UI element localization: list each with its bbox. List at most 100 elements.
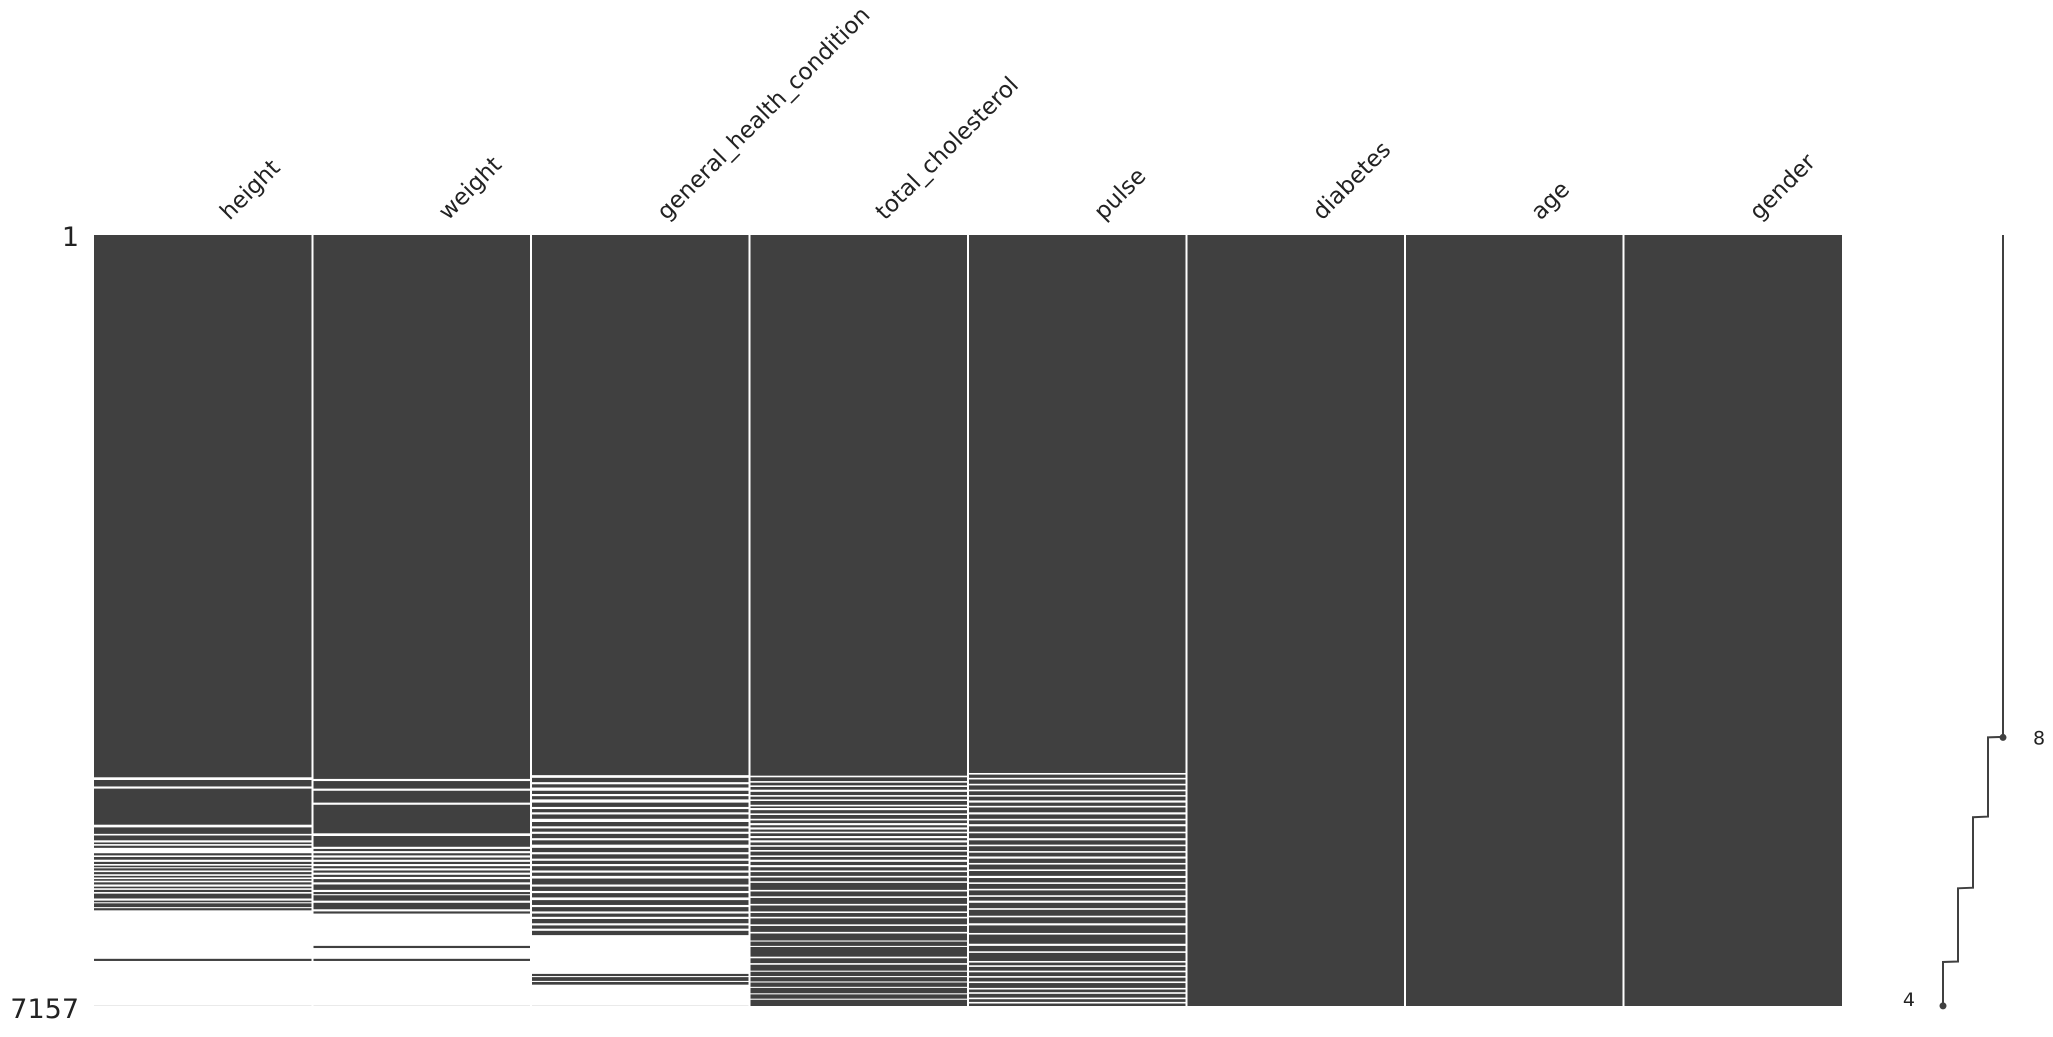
missing-gap-height-3 <box>94 833 313 836</box>
missing-gap-weight-10 <box>312 872 531 875</box>
missing-gap-height-12 <box>94 874 313 876</box>
missing-gap-pulse-21 <box>968 900 1187 903</box>
missing-gap-weight-18 <box>312 948 531 959</box>
matrix-area <box>94 235 1842 1006</box>
missing-gap-total_cholesterol-20 <box>749 870 968 873</box>
missing-gap-height-2 <box>94 824 313 828</box>
missing-gap-pulse-3 <box>968 789 1187 792</box>
missing-gap-general_health_condition-20 <box>531 904 750 908</box>
missing-gap-pulse-19 <box>968 888 1187 891</box>
missing-gap-pulse-31 <box>968 976 1187 978</box>
missing-gap-general_health_condition-22 <box>531 916 750 919</box>
present-block-height <box>94 235 313 1006</box>
missing-gap-general_health_condition-1 <box>531 782 750 785</box>
missing-gap-weight-3 <box>312 833 531 837</box>
missing-gap-pulse-28 <box>968 960 1187 963</box>
missing-gap-total_cholesterol-3 <box>749 789 968 792</box>
missing-gap-general_health_condition-28 <box>531 984 750 1006</box>
missing-gap-total_cholesterol-13 <box>749 836 968 839</box>
column-labels: height weight general_health_conditiontota… <box>215 2 1821 225</box>
missing-gap-pulse-1 <box>968 777 1187 780</box>
matrix-column-weight <box>312 235 531 1006</box>
missing-gap-general_health_condition-19 <box>531 897 750 901</box>
missing-gap-weight-14 <box>312 894 531 896</box>
column-label-diabetes: diabetes <box>1308 137 1396 225</box>
missing-gap-pulse-33 <box>968 987 1187 990</box>
missing-gap-height-14 <box>94 880 313 883</box>
missing-gap-total_cholesterol-16 <box>749 850 968 852</box>
missing-gap-height-8 <box>94 859 313 862</box>
present-block-total_cholesterol <box>749 235 968 1006</box>
missing-gap-pulse-11 <box>968 838 1187 841</box>
missing-gap-total_cholesterol-38 <box>749 993 968 995</box>
missing-gap-total_cholesterol-4 <box>749 795 968 797</box>
matrix-column-total_cholesterol <box>749 235 968 1006</box>
missing-gap-general_health_condition-6 <box>531 812 750 815</box>
missing-gap-total_cholesterol-35 <box>749 976 968 978</box>
missing-gap-total_cholesterol-33 <box>749 963 968 965</box>
column-label-age: age <box>1526 177 1575 226</box>
missing-gap-total_cholesterol-25 <box>749 903 968 906</box>
missing-gap-pulse-20 <box>968 895 1187 897</box>
missing-gap-height-6 <box>94 847 313 854</box>
missing-gap-general_health_condition-5 <box>531 806 750 810</box>
missing-gap-pulse-30 <box>968 970 1187 973</box>
sparkline-min-marker <box>1939 1002 1947 1010</box>
missing-gap-height-18 <box>94 898 313 901</box>
missing-gap-total_cholesterol-18 <box>749 859 968 862</box>
missing-gap-total_cholesterol-9 <box>749 818 968 821</box>
missing-gap-general_health_condition-21 <box>531 911 750 914</box>
missing-gap-total_cholesterol-1 <box>749 781 968 783</box>
missing-gap-height-10 <box>94 867 313 869</box>
missing-gap-general_health_condition-8 <box>531 826 750 829</box>
missing-gap-general_health_condition-3 <box>531 793 750 797</box>
missing-gap-total_cholesterol-39 <box>749 998 968 1000</box>
missing-gap-pulse-36 <box>968 1001 1187 1004</box>
matrix-column-pulse <box>968 235 1187 1006</box>
missing-gap-general_health_condition-26 <box>531 976 750 978</box>
missing-gap-total_cholesterol-11 <box>749 827 968 830</box>
missing-gap-weight-17 <box>312 913 531 946</box>
missing-gap-pulse-8 <box>968 818 1187 821</box>
missing-gap-height-15 <box>94 884 313 887</box>
column-label-total_cholesterol: total_cholesterol <box>871 72 1024 225</box>
matrix-column-age <box>1405 235 1624 1006</box>
missing-gap-general_health_condition-2 <box>531 787 750 791</box>
missing-gap-total_cholesterol-30 <box>749 940 968 942</box>
missing-gap-pulse-24 <box>968 923 1187 926</box>
missing-gap-general_health_condition-16 <box>531 875 750 879</box>
missing-gap-total_cholesterol-23 <box>749 889 968 892</box>
missing-gap-general_health_condition-13 <box>531 858 750 861</box>
missing-gap-pulse-27 <box>968 951 1187 953</box>
missing-gap-pulse-17 <box>968 875 1187 879</box>
matrix-column-diabetes <box>1186 235 1405 1006</box>
missing-gap-total_cholesterol-26 <box>749 911 968 914</box>
missing-gap-weight-19 <box>312 960 531 1006</box>
sparkline-min-label: 4 <box>1903 989 1915 1011</box>
missing-gap-pulse-34 <box>968 992 1187 994</box>
missing-gap-general_health_condition-0 <box>531 775 750 778</box>
missing-gap-total_cholesterol-10 <box>749 823 968 826</box>
missing-gap-general_health_condition-12 <box>531 852 750 855</box>
column-label-gender: gender <box>1745 149 1821 225</box>
missing-gap-weight-4 <box>312 846 531 849</box>
missing-gap-weight-6 <box>312 855 531 858</box>
missing-gap-pulse-14 <box>968 856 1187 859</box>
missing-gap-pulse-12 <box>968 844 1187 847</box>
column-label-general_health_condition: general_health_condition <box>652 2 875 225</box>
missing-gap-weight-5 <box>312 851 531 854</box>
missing-gap-pulse-6 <box>968 805 1187 808</box>
missing-gap-total_cholesterol-5 <box>749 799 968 801</box>
missing-gap-weight-12 <box>312 882 531 885</box>
missing-gap-weight-1 <box>312 788 531 791</box>
missing-gap-general_health_condition-14 <box>531 864 750 867</box>
missing-gap-general_health_condition-17 <box>531 884 750 887</box>
missing-gap-pulse-23 <box>968 915 1187 918</box>
column-label-pulse: pulse <box>1089 163 1151 225</box>
present-block-diabetes <box>1186 235 1405 1006</box>
missing-gap-pulse-15 <box>968 862 1187 865</box>
missing-gap-general_health_condition-25 <box>531 935 750 974</box>
missing-gap-height-0 <box>94 777 313 780</box>
